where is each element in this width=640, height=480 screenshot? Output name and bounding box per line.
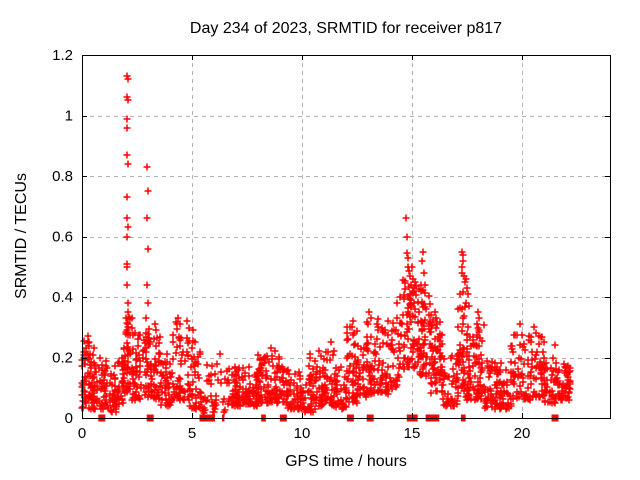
svg-text:1: 1: [65, 108, 73, 125]
scatter-points: [78, 72, 574, 417]
svg-text:0.8: 0.8: [52, 168, 73, 185]
x-tick-labels: 0 5 10 15 20: [78, 425, 531, 442]
svg-text:5: 5: [188, 425, 196, 442]
svg-text:0.2: 0.2: [52, 350, 73, 367]
svg-text:0: 0: [65, 410, 73, 427]
svg-text:15: 15: [404, 425, 421, 442]
y-tick-labels: 0 0.2 0.4 0.6 0.8 1 1.2: [52, 47, 73, 427]
svg-text:0.6: 0.6: [52, 229, 73, 246]
svg-text:20: 20: [514, 425, 531, 442]
plot-border: [82, 55, 611, 419]
chart-title: Day 234 of 2023, SRMTID for receiver p81…: [189, 20, 503, 37]
svg-text:10: 10: [294, 425, 311, 442]
x-axis-label: GPS time / hours: [285, 453, 407, 470]
svg-text:1.2: 1.2: [52, 47, 73, 64]
svg-text:0.4: 0.4: [52, 289, 73, 306]
svg-text:0: 0: [78, 425, 86, 442]
